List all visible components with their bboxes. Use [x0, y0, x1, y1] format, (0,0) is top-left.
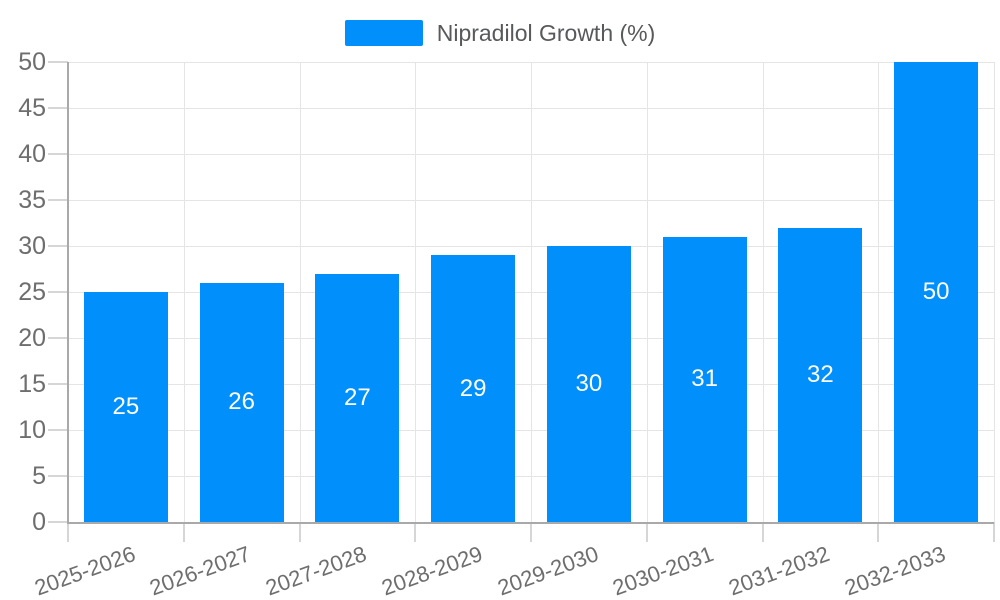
y-axis-tick [48, 521, 68, 523]
bar-value-label: 29 [459, 374, 487, 402]
y-axis-label: 15 [18, 370, 46, 398]
gridline-vertical [531, 62, 532, 522]
x-axis-tick [761, 522, 764, 542]
y-axis-tick [48, 61, 68, 63]
legend-swatch [344, 20, 423, 46]
gridline-vertical [994, 62, 995, 522]
x-axis-label: 2026-2027 [146, 541, 255, 600]
bar-2030-2031[interactable] [662, 236, 747, 522]
bar-value-label: 27 [344, 383, 371, 411]
y-axis-label: 5 [32, 462, 46, 490]
bar-value-label: 30 [575, 370, 603, 397]
bar-2031-2032[interactable] [778, 227, 863, 522]
bar-2026-2027[interactable] [199, 282, 284, 522]
gridline-vertical [415, 62, 417, 522]
y-axis-label: 45 [18, 94, 46, 122]
bar-value-label: 26 [228, 388, 255, 416]
gridline-vertical [646, 62, 648, 522]
y-axis-tick [48, 475, 68, 477]
gridline-vertical [762, 62, 764, 522]
x-axis-label: 2028-2029 [378, 541, 486, 600]
bar-value-label: 31 [691, 365, 718, 393]
x-axis-label: 2030-2031 [609, 541, 718, 600]
y-axis-tick [48, 291, 68, 293]
x-axis-label: 2027-2028 [262, 541, 370, 600]
x-axis-label: 2031-2032 [725, 541, 833, 600]
x-axis-tick [645, 522, 648, 542]
bar-2025-2026[interactable] [83, 292, 168, 522]
y-axis-label: 0 [32, 508, 46, 536]
y-axis-tick [48, 199, 68, 201]
y-axis-label: 20 [18, 324, 46, 352]
y-axis-tick [48, 245, 68, 247]
bar-2027-2028[interactable] [315, 273, 400, 522]
legend[interactable]: Nipradilol Growth (%) [0, 19, 1000, 47]
y-axis-label: 25 [18, 278, 46, 306]
x-axis-label: 2032-2033 [841, 541, 949, 600]
y-axis-tick [48, 107, 68, 109]
x-axis-tick [530, 522, 532, 542]
y-axis-tick [48, 429, 68, 431]
y-axis-tick [48, 337, 68, 339]
y-axis-label: 40 [18, 140, 46, 168]
x-axis-label: 2029-2030 [494, 541, 602, 600]
x-axis-tick [993, 522, 995, 542]
x-axis-label: 2025-2026 [31, 541, 139, 600]
x-axis-tick [877, 522, 880, 542]
bar-value-label: 32 [807, 360, 834, 388]
y-axis-label: 30 [18, 232, 46, 260]
bar-2029-2030[interactable] [546, 246, 631, 522]
bar-2032-2033[interactable] [894, 62, 979, 522]
bar-2028-2029[interactable] [431, 255, 516, 522]
x-axis-tick [67, 522, 69, 542]
y-axis-tick [48, 383, 68, 385]
bar-value-label: 25 [112, 393, 140, 420]
y-axis-label: 10 [18, 416, 46, 444]
bar-value-label: 50 [922, 278, 950, 305]
gridline-vertical [299, 62, 301, 522]
x-axis-tick [182, 522, 185, 542]
y-axis-label: 35 [18, 186, 46, 214]
legend-label: Nipradilol Growth (%) [436, 19, 656, 46]
x-axis-tick [414, 522, 417, 542]
gridline-vertical [183, 62, 185, 522]
x-axis-tick [298, 522, 301, 542]
y-axis-line [67, 62, 69, 522]
gridline-vertical [878, 62, 880, 522]
y-axis-tick [48, 153, 68, 155]
y-axis-label: 50 [18, 48, 46, 76]
x-axis-line [67, 522, 994, 524]
